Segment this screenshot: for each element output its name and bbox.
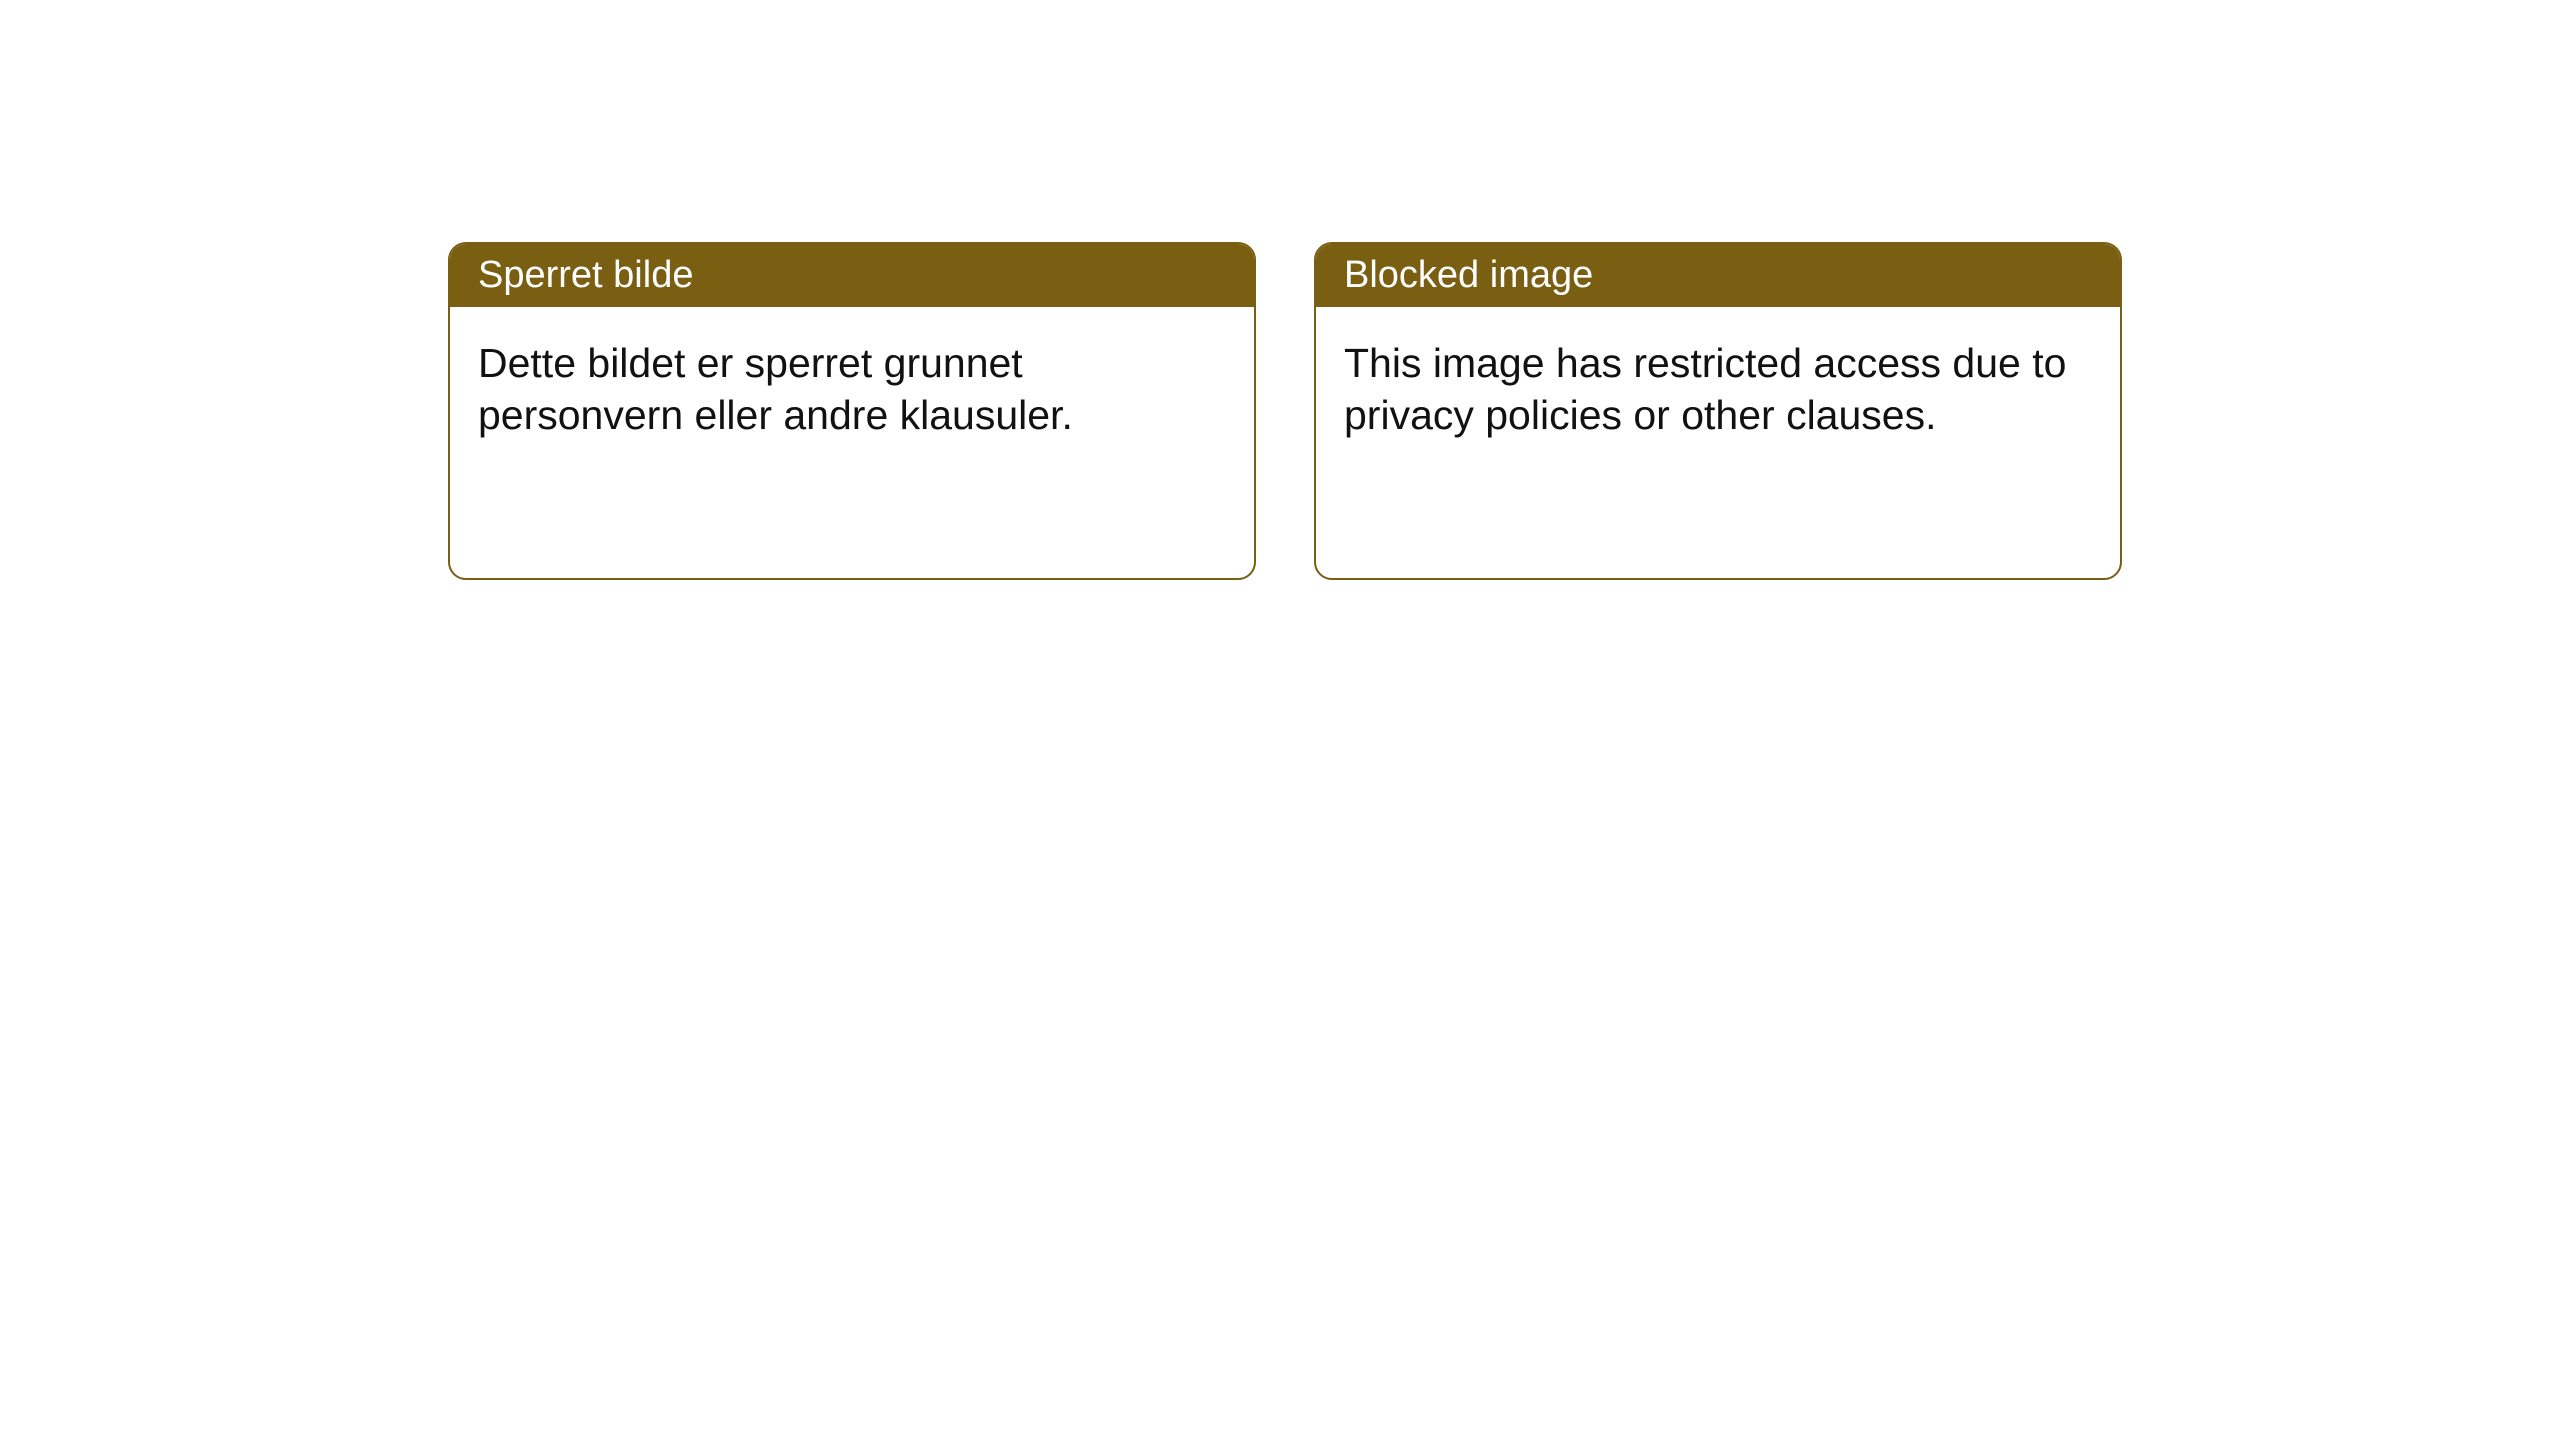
card-title-norwegian: Sperret bilde xyxy=(478,254,693,296)
card-body-norwegian: Dette bildet er sperret grunnet personve… xyxy=(450,307,1254,472)
card-body-text-norwegian: Dette bildet er sperret grunnet personve… xyxy=(478,340,1073,438)
card-header-english: Blocked image xyxy=(1316,244,2120,307)
cards-container: Sperret bilde Dette bildet er sperret gr… xyxy=(0,0,2560,580)
card-english: Blocked image This image has restricted … xyxy=(1314,242,2122,580)
card-title-english: Blocked image xyxy=(1344,254,1593,296)
card-norwegian: Sperret bilde Dette bildet er sperret gr… xyxy=(448,242,1256,580)
card-header-norwegian: Sperret bilde xyxy=(450,244,1254,307)
card-body-english: This image has restricted access due to … xyxy=(1316,307,2120,472)
card-body-text-english: This image has restricted access due to … xyxy=(1344,340,2066,438)
